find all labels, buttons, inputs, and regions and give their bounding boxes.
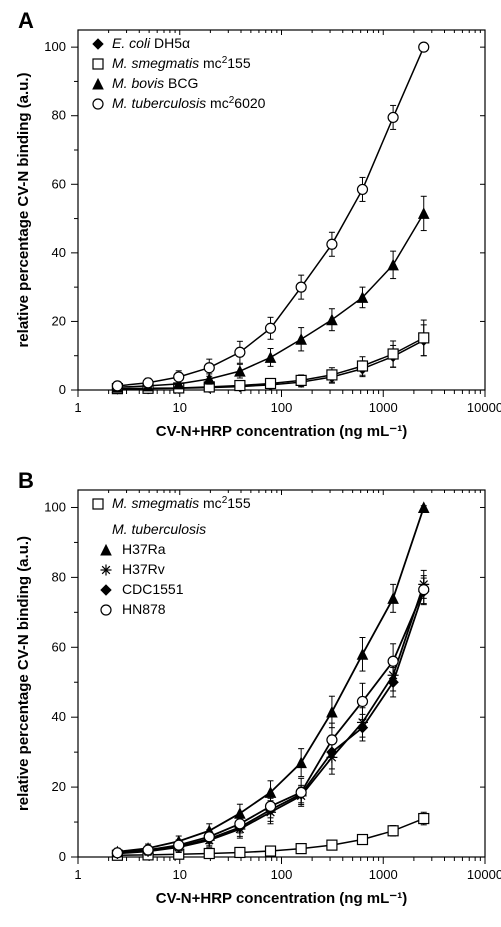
svg-text:10000: 10000 <box>467 400 501 415</box>
svg-text:40: 40 <box>52 709 66 724</box>
svg-text:M. tuberculosis mc26020: M. tuberculosis mc26020 <box>112 95 266 111</box>
svg-text:M. bovis BCG: M. bovis BCG <box>112 75 198 91</box>
svg-text:1000: 1000 <box>369 400 398 415</box>
svg-text:CV-N+HRP concentration (ng mL⁻: CV-N+HRP concentration (ng mL⁻¹) <box>156 890 407 907</box>
panel-a-label: A <box>18 8 34 34</box>
svg-text:H37Rv: H37Rv <box>122 561 165 577</box>
svg-text:20: 20 <box>52 313 66 328</box>
svg-text:100: 100 <box>44 499 66 514</box>
svg-text:100: 100 <box>271 867 293 882</box>
svg-text:1: 1 <box>74 400 81 415</box>
svg-text:10: 10 <box>173 867 187 882</box>
svg-text:10000: 10000 <box>467 867 501 882</box>
svg-text:10: 10 <box>173 400 187 415</box>
svg-text:H37Ra: H37Ra <box>122 541 166 557</box>
svg-text:M. smegmatis mc2155: M. smegmatis mc2155 <box>112 55 251 71</box>
svg-text:0: 0 <box>59 849 66 864</box>
svg-text:M. tuberculosis: M. tuberculosis <box>112 521 206 537</box>
svg-text:CDC1551: CDC1551 <box>122 581 184 597</box>
svg-text:60: 60 <box>52 176 66 191</box>
svg-text:HN878: HN878 <box>122 601 166 617</box>
figure: A 110100100010000020406080100CV-N+HRP co… <box>0 0 501 927</box>
panel-b-label: B <box>18 468 34 494</box>
chart-a: 1 10 100 1000 10000 0 20 40 60 80 100 CV-N+HRP conc… <box>0 0 501 460</box>
svg-text:CV-N+HRP concentration (ng mL⁻: CV-N+HRP concentration (ng mL⁻¹) <box>156 423 407 440</box>
svg-text:E. coli DH5α: E. coli DH5α <box>112 35 190 51</box>
svg-text:relative percentage CV-N bindi: relative percentage CV-N binding (a.u.) <box>15 536 32 811</box>
chart-b: 1 10 100 1000 10000 0 20 40 60 80 100 CV-N+HRP conc… <box>0 460 501 927</box>
svg-text:80: 80 <box>52 569 66 584</box>
svg-text:0: 0 <box>59 382 66 397</box>
svg-text:relative percentage CV-N bindi: relative percentage CV-N binding (a.u.) <box>15 72 32 347</box>
panel-a: A 1 10 100 1000 10000 0 20 40 60 80 100 CV-N+HRP co… <box>0 0 501 460</box>
svg-text:1000: 1000 <box>369 867 398 882</box>
panel-b: B 1 10 100 1000 10000 0 20 40 60 80 100 CV-N+HRP co… <box>0 460 501 927</box>
svg-text:60: 60 <box>52 639 66 654</box>
svg-text:M. smegmatis mc2155: M. smegmatis mc2155 <box>112 495 251 511</box>
svg-text:100: 100 <box>271 400 293 415</box>
svg-text:1: 1 <box>74 867 81 882</box>
svg-text:20: 20 <box>52 779 66 794</box>
svg-text:80: 80 <box>52 108 66 123</box>
svg-text:40: 40 <box>52 245 66 260</box>
svg-text:100: 100 <box>44 39 66 54</box>
